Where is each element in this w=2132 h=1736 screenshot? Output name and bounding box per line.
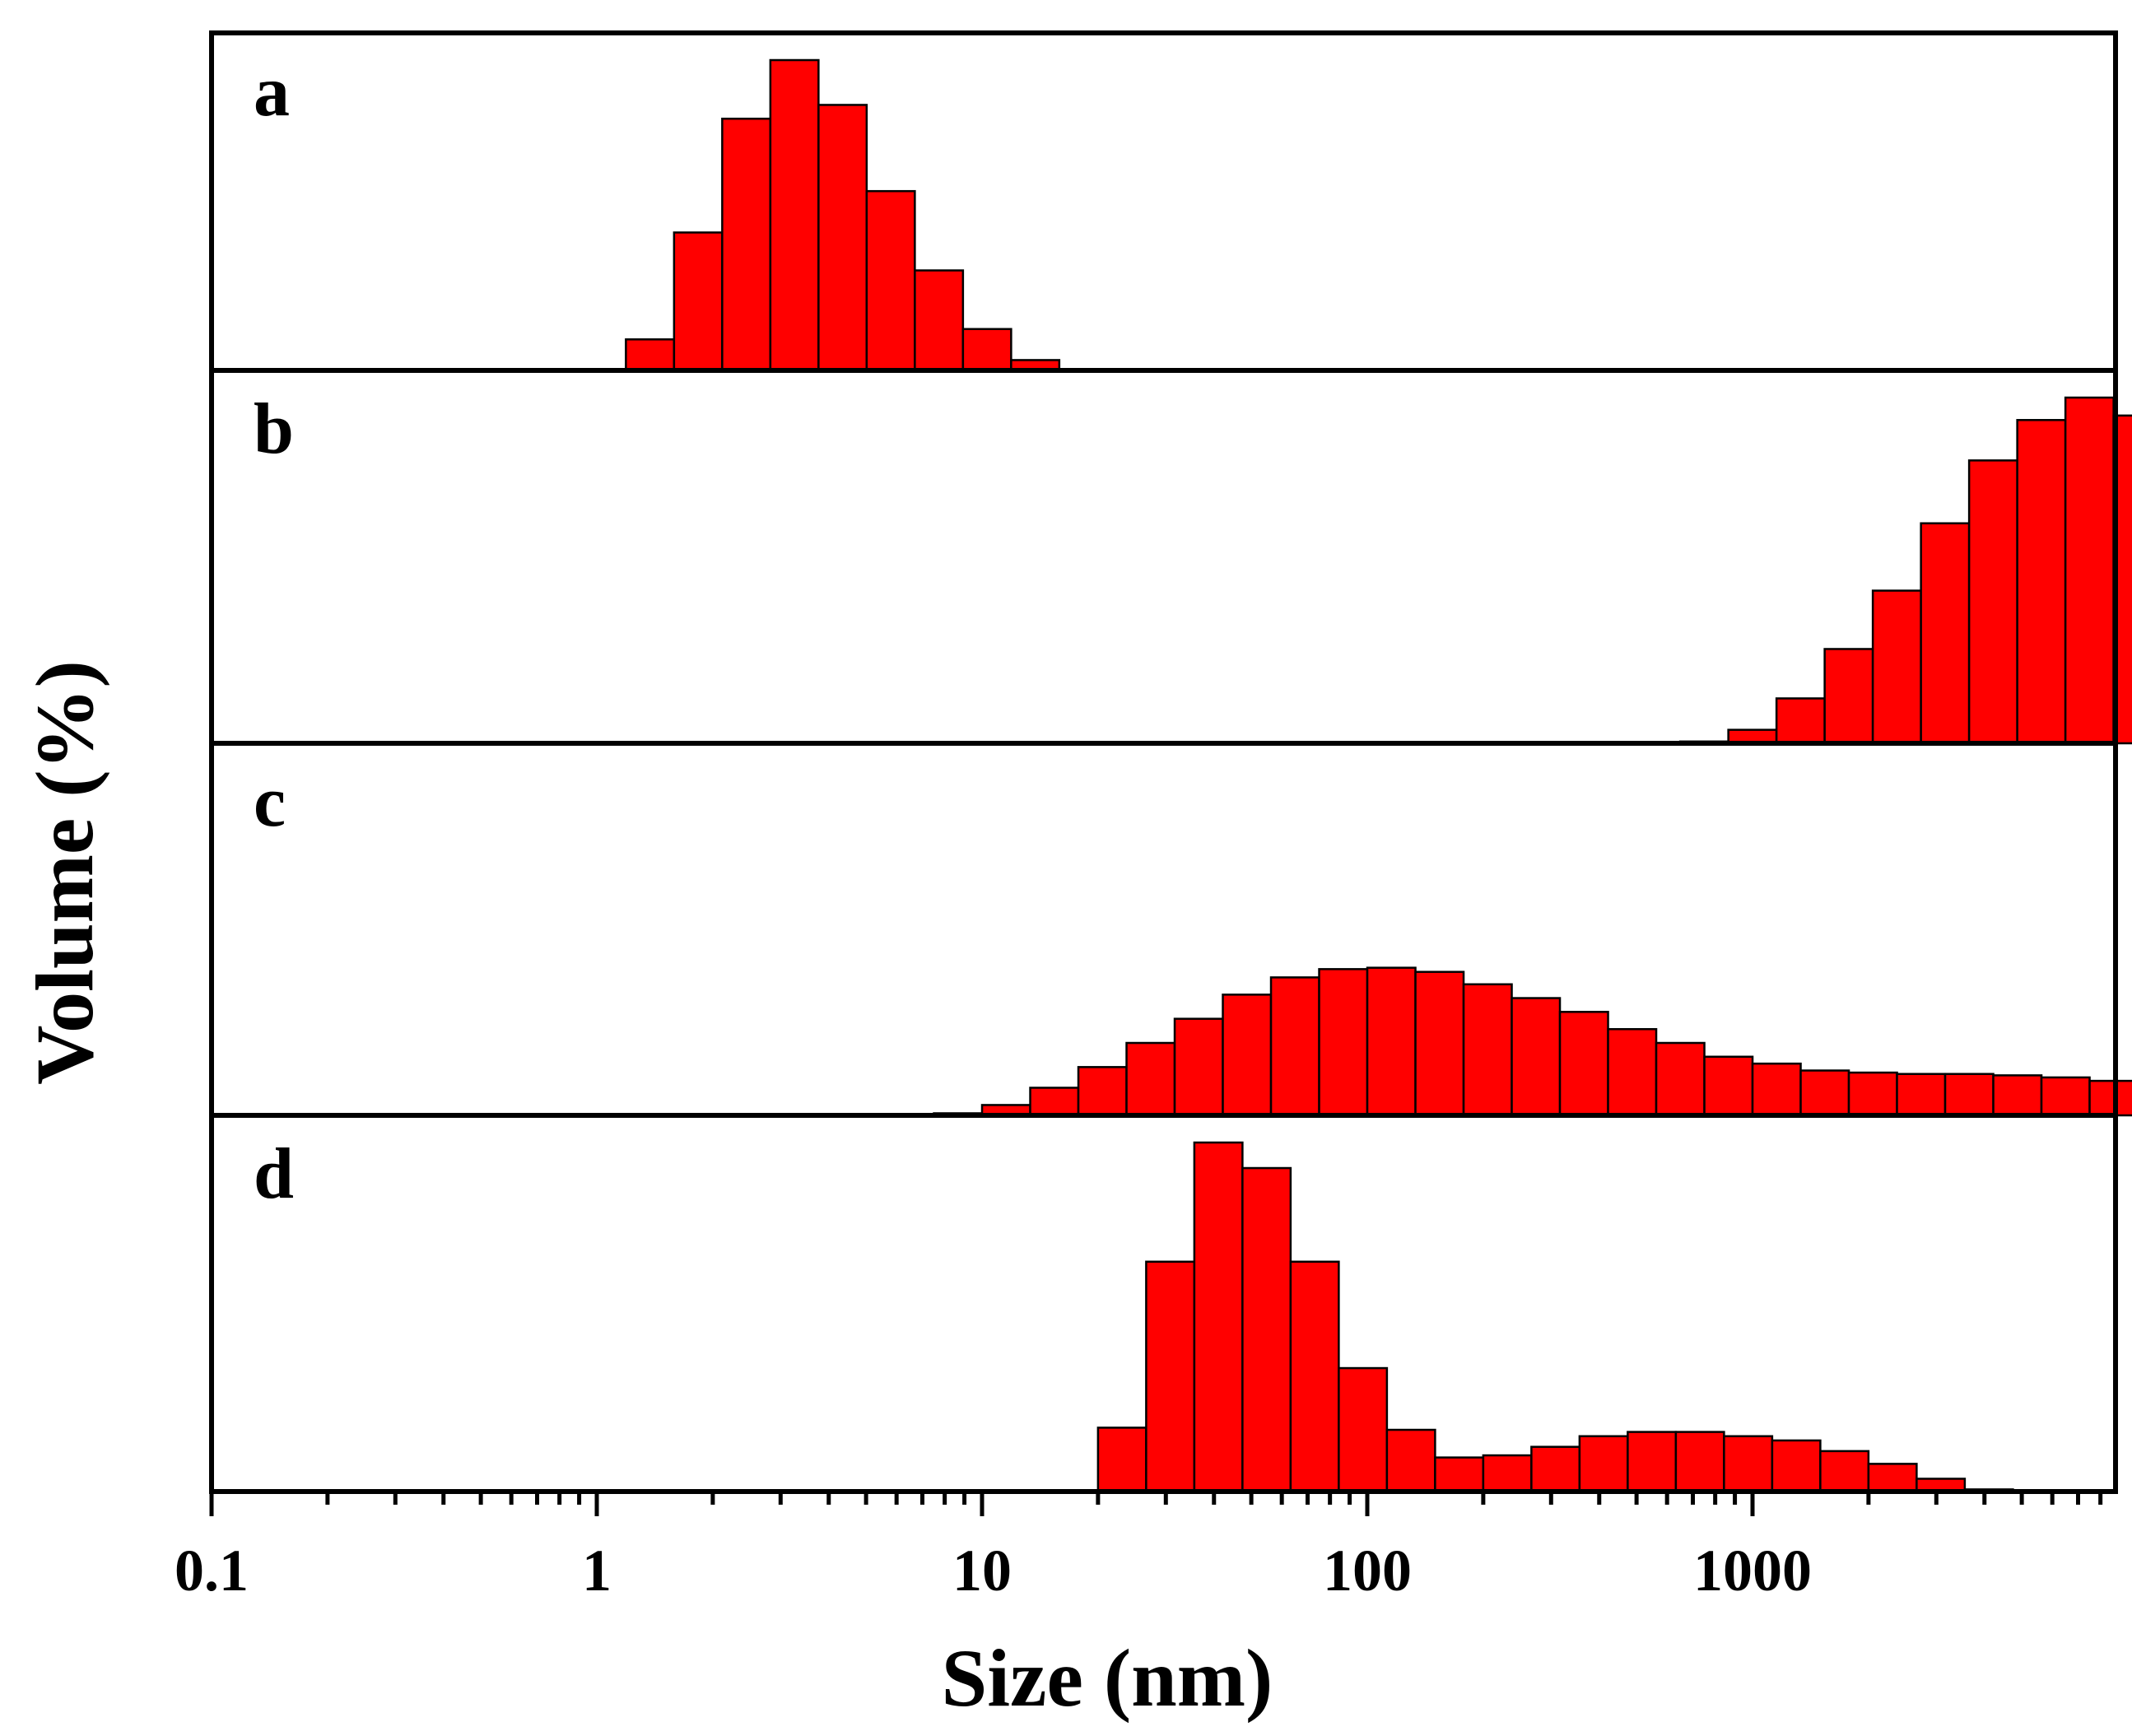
- bar-c-11: [1462, 983, 1513, 1117]
- bar-b-3: [1823, 648, 1874, 745]
- bar-d-13: [1723, 1435, 1774, 1493]
- bar-a-6: [914, 269, 965, 372]
- bar-b-4: [1871, 589, 1922, 745]
- tick-label-100: 100: [1323, 1538, 1412, 1603]
- bar-c-8: [1318, 968, 1369, 1117]
- bar-d-3: [1241, 1166, 1292, 1493]
- bar-c-22: [1992, 1074, 2043, 1117]
- panel-label-c: c: [254, 762, 286, 842]
- bar-c-23: [2040, 1076, 2091, 1117]
- bar-a-7: [961, 328, 1012, 372]
- bar-c-3: [1077, 1066, 1128, 1117]
- bar-c-24: [2088, 1079, 2132, 1117]
- bar-c-7: [1269, 976, 1320, 1117]
- panels: a b c d: [209, 30, 2132, 1494]
- panel-label-b: b: [254, 389, 294, 469]
- bar-d-5: [1338, 1366, 1389, 1493]
- bar-d-15: [1819, 1450, 1870, 1493]
- panel-b: b: [254, 389, 2132, 745]
- panel-c: c: [254, 762, 2132, 1117]
- bar-d-10: [1578, 1435, 1629, 1493]
- bar-c-2: [1029, 1087, 1080, 1117]
- bar-c-18: [1799, 1069, 1850, 1117]
- bar-c-15: [1655, 1041, 1706, 1117]
- plot-frame: [209, 30, 2118, 1494]
- bar-d-7: [1434, 1456, 1485, 1493]
- bar-b-5: [1920, 522, 1971, 745]
- bar-c-10: [1414, 970, 1465, 1117]
- bar-c-21: [1943, 1073, 1995, 1117]
- x-axis-label: Size (nm): [942, 1632, 1273, 1724]
- bar-c-9: [1366, 966, 1417, 1117]
- bar-a-1: [673, 231, 724, 372]
- bar-d-2: [1193, 1141, 1244, 1493]
- bar-a-0: [625, 338, 676, 372]
- bar-a-4: [817, 104, 868, 372]
- x-axis: 0.1 1 10 100 1000: [175, 1492, 2103, 1603]
- tick-label-1000: 1000: [1693, 1538, 1812, 1603]
- bar-d-14: [1771, 1439, 1822, 1493]
- panel-d: d: [254, 1134, 2014, 1493]
- bar-c-17: [1751, 1062, 1802, 1117]
- bar-c-20: [1896, 1073, 1947, 1117]
- tick-label-1: 1: [582, 1538, 612, 1603]
- tick-label-0.1: 0.1: [175, 1538, 249, 1603]
- bar-c-16: [1703, 1055, 1754, 1117]
- panel-label-a: a: [254, 52, 290, 132]
- bar-d-9: [1530, 1445, 1581, 1493]
- bar-a-5: [865, 189, 916, 372]
- bar-d-6: [1385, 1428, 1436, 1493]
- bar-d-16: [1867, 1463, 1918, 1493]
- bar-d-11: [1627, 1431, 1678, 1493]
- bar-b-6: [1967, 459, 2018, 745]
- bar-b-2: [1775, 697, 1826, 745]
- bar-a-2: [721, 117, 772, 372]
- bar-c-14: [1607, 1028, 1658, 1117]
- bar-c-12: [1511, 997, 1562, 1117]
- bar-d-8: [1482, 1454, 1533, 1493]
- bar-b-8: [2064, 396, 2115, 745]
- bar-c-4: [1125, 1041, 1176, 1117]
- bar-c-5: [1173, 1017, 1224, 1117]
- bar-c-19: [1847, 1071, 1898, 1117]
- bar-d-1: [1145, 1260, 1196, 1493]
- bar-b-7: [2016, 419, 2067, 745]
- panel-a: a: [254, 52, 1061, 372]
- bar-a-3: [769, 58, 820, 372]
- y-axis-label: Volume (%): [19, 660, 110, 1085]
- bar-d-0: [1096, 1426, 1147, 1493]
- bar-d-12: [1674, 1431, 1725, 1493]
- bar-c-6: [1222, 994, 1273, 1117]
- tick-label-10: 10: [952, 1538, 1012, 1603]
- bar-c-13: [1558, 1011, 1609, 1117]
- bar-d-4: [1289, 1260, 1340, 1493]
- panel-label-d: d: [254, 1134, 294, 1214]
